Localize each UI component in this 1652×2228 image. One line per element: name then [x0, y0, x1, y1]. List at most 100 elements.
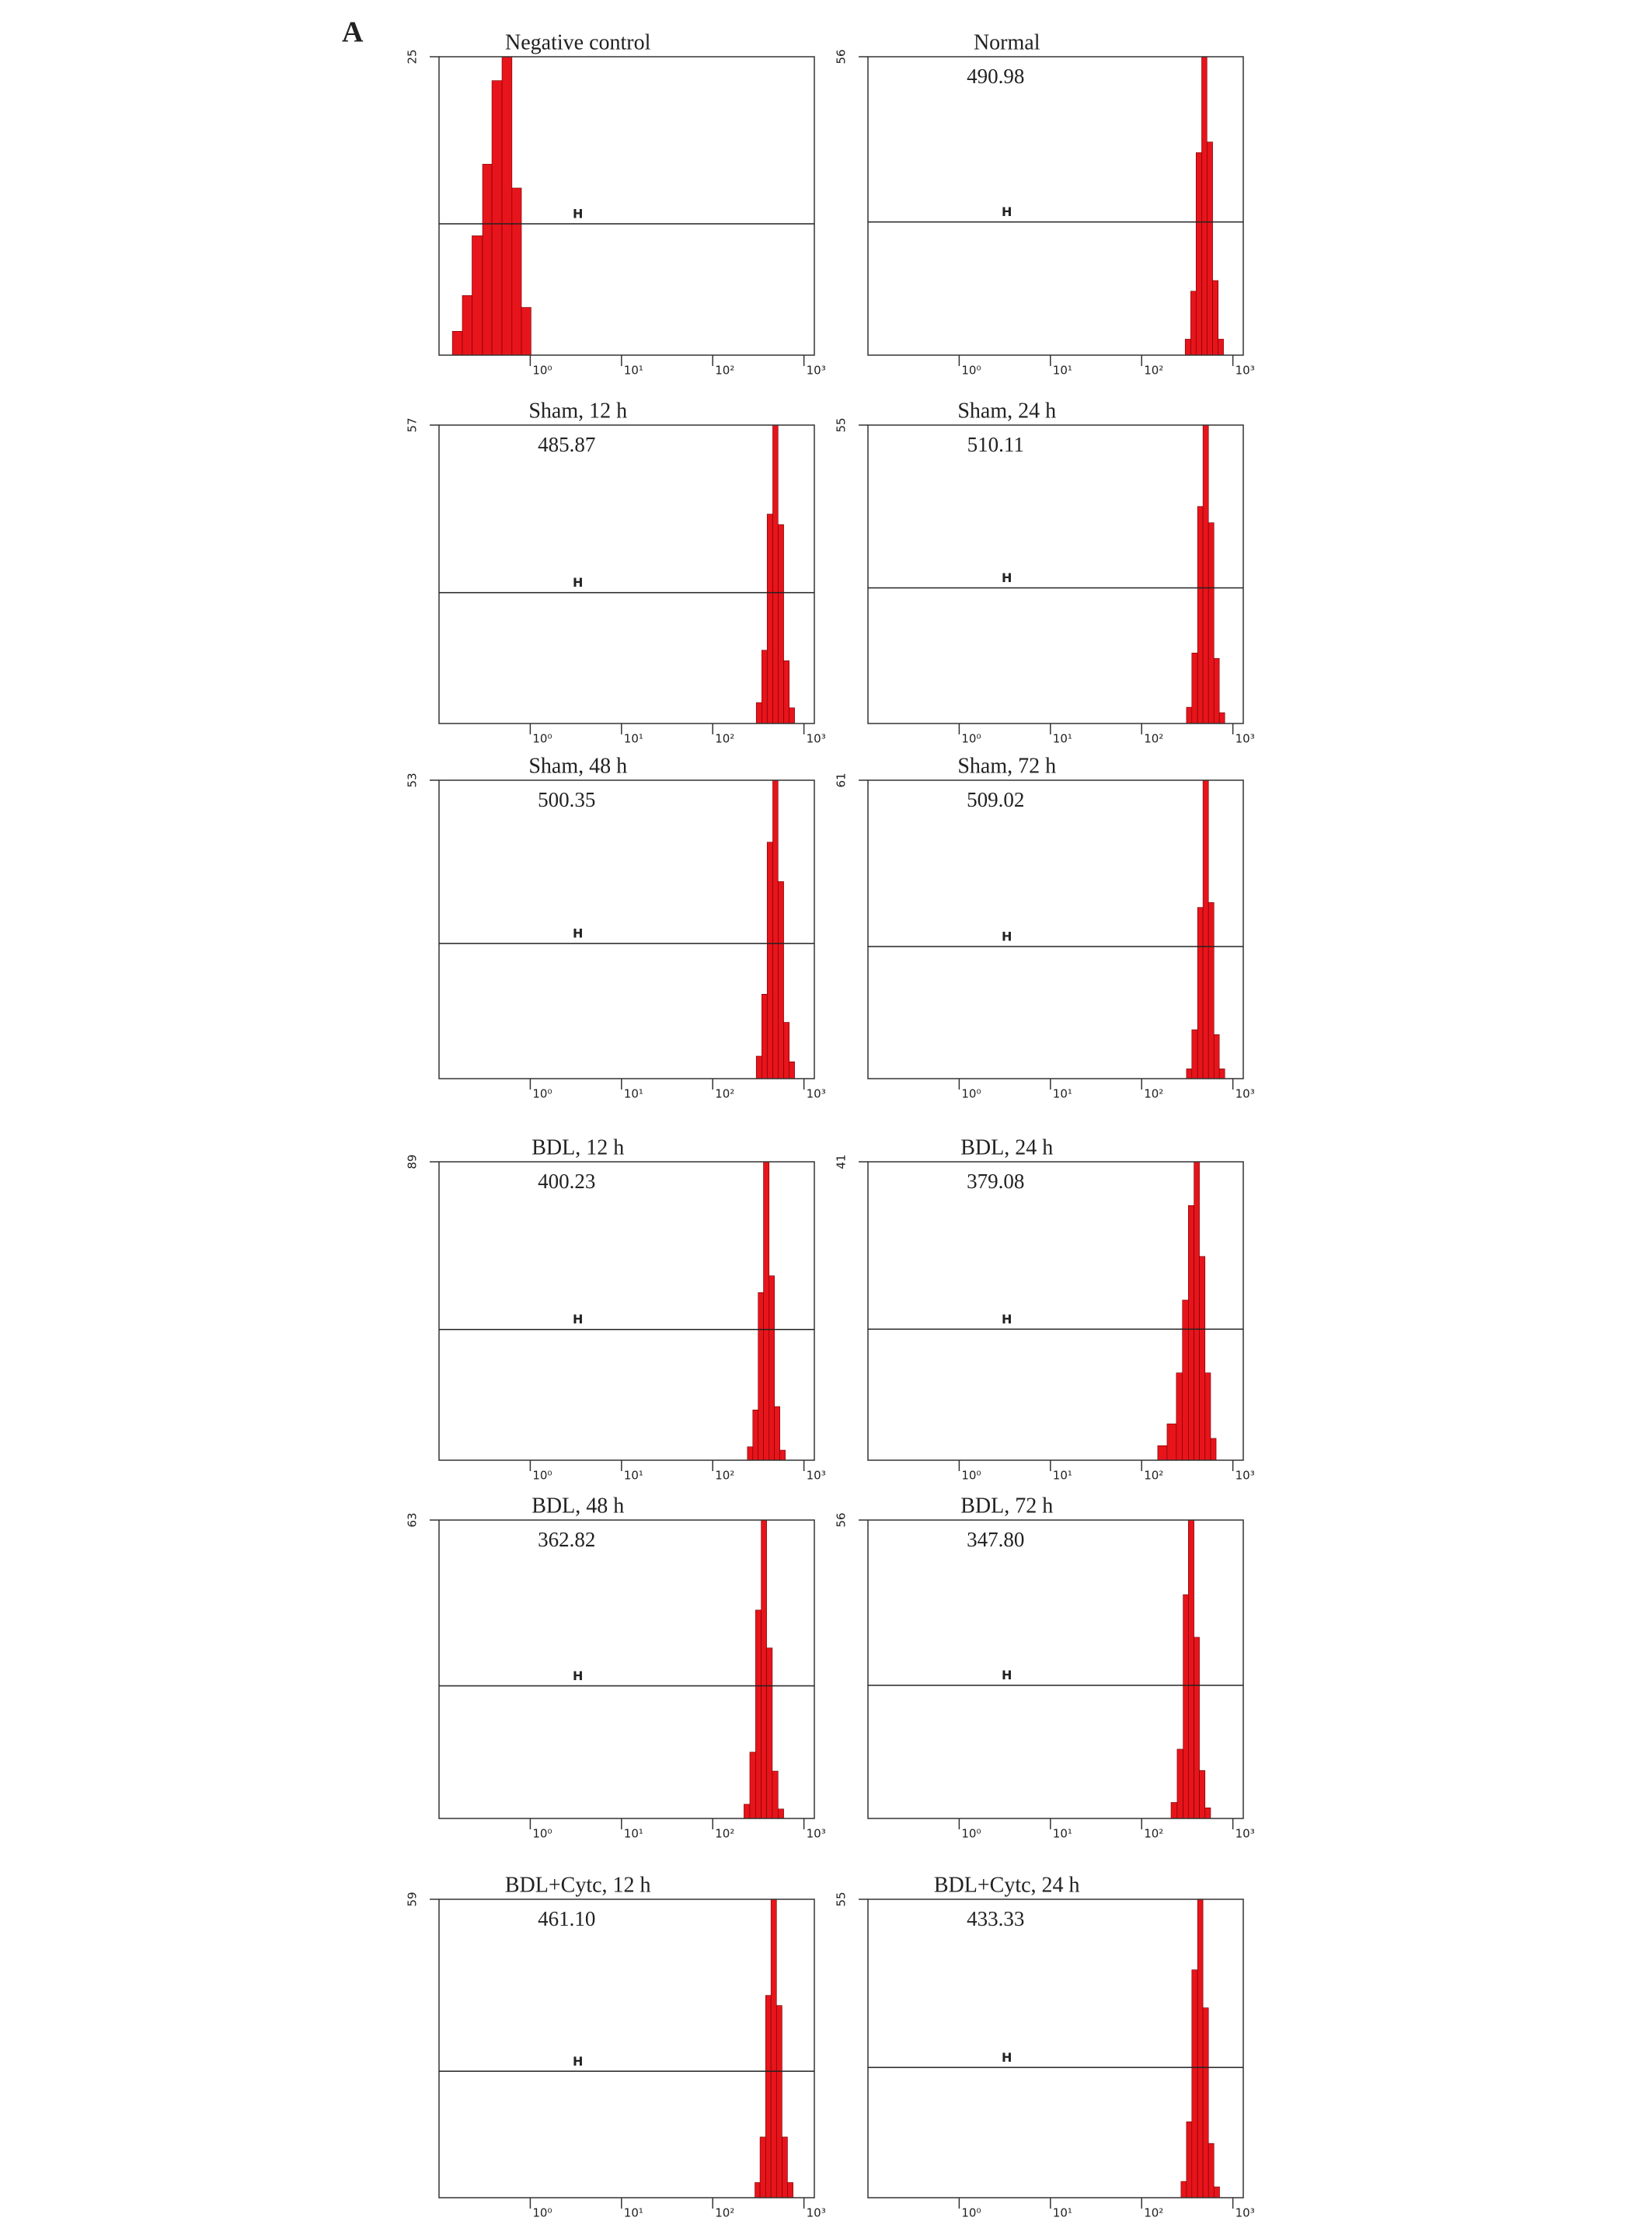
histogram-bar — [1208, 2143, 1215, 2198]
histogram-bar — [1190, 291, 1197, 356]
x-tick-label: 10⁰ — [961, 364, 981, 378]
histogram-bar — [759, 2136, 766, 2198]
histogram-bar — [1206, 141, 1213, 356]
histogram-bar — [462, 295, 472, 356]
panel-title: Sham, 24 h — [957, 399, 1056, 423]
marker-label: H — [573, 1668, 583, 1683]
histogram-bar — [1186, 1069, 1193, 1079]
x-tick-label: 10⁰ — [961, 1827, 981, 1841]
x-tick-label: 10² — [1144, 1469, 1163, 1483]
panel-title: BDL, 12 h — [531, 1135, 624, 1159]
histogram-bar — [1218, 712, 1225, 724]
x-tick-label: 10¹ — [624, 1469, 643, 1483]
mean-label: 461.10 — [538, 1907, 595, 1930]
plot-frame — [438, 1899, 815, 2198]
histogram-bar — [768, 1275, 775, 1461]
histogram-bar — [1197, 907, 1204, 1079]
x-tick-label: 10⁰ — [532, 1827, 552, 1841]
x-tick-label: 10¹ — [1053, 1827, 1072, 1841]
x-tick-label: 10¹ — [624, 364, 643, 378]
histogram-bar — [1218, 339, 1224, 356]
histogram-bar — [1186, 706, 1193, 724]
x-tick-label: 10² — [715, 2206, 734, 2220]
histogram-bar — [521, 307, 531, 356]
x-tick-label: 10¹ — [1053, 732, 1072, 746]
histogram-bar — [766, 842, 773, 1079]
x-tick-label: 10³ — [807, 364, 826, 378]
x-tick-label: 10³ — [807, 732, 826, 746]
x-tick-label: 10¹ — [1053, 364, 1072, 378]
mean-label: 433.33 — [967, 1907, 1024, 1930]
plot-frame — [438, 1519, 815, 1819]
histogram-bar — [783, 1022, 790, 1079]
histogram-bar — [1194, 1637, 1200, 1819]
marker-label: H — [1002, 570, 1012, 585]
x-tick-label: 10¹ — [624, 1827, 643, 1841]
histogram-bar — [1184, 339, 1191, 356]
histogram-bar — [752, 1409, 759, 1461]
y-tick-label: 55 — [835, 417, 849, 432]
x-tick-label: 10³ — [807, 1087, 826, 1101]
y-tick-label: 55 — [835, 1892, 849, 1906]
histogram-bar — [1197, 506, 1204, 724]
histogram-bar — [755, 1609, 762, 1819]
x-tick-label: 10² — [715, 1469, 734, 1483]
mean-label: 362.82 — [538, 1528, 595, 1551]
plot-frame — [867, 424, 1244, 724]
histogram-bar — [766, 514, 773, 724]
histogram-bar — [777, 524, 784, 724]
histogram-bar — [1218, 1069, 1225, 1079]
x-tick-label: 10³ — [807, 1469, 826, 1483]
histogram-bar — [762, 650, 768, 724]
panel-title: BDL+Cytc, 12 h — [505, 1873, 651, 1897]
marker-label: H — [1002, 2050, 1012, 2065]
histogram-bar — [789, 1061, 795, 1079]
marker-label: H — [573, 575, 583, 590]
plot-frame — [438, 56, 815, 356]
histogram-bar — [482, 163, 493, 356]
plot-frame — [867, 779, 1244, 1079]
x-tick-label: 10¹ — [1053, 1087, 1072, 1101]
mean-label: 347.80 — [967, 1528, 1024, 1551]
y-tick-label: 59 — [406, 1892, 420, 1906]
histogram-bar — [1191, 1969, 1198, 2198]
histogram-bar — [749, 1752, 756, 1819]
y-tick-label: 53 — [406, 772, 420, 787]
histogram-bar — [1204, 1807, 1211, 1819]
plot-frame — [867, 56, 1244, 356]
histogram-bar — [774, 1406, 780, 1461]
histogram-bar — [1182, 1299, 1189, 1461]
x-tick-label: 10⁰ — [961, 2206, 981, 2220]
x-tick-label: 10² — [715, 1087, 734, 1101]
histogram-bar — [1201, 56, 1208, 356]
histogram-bar — [1202, 2007, 1209, 2198]
x-tick-label: 10² — [1144, 1087, 1163, 1101]
histogram-bar — [1183, 1594, 1189, 1819]
histogram-bar — [451, 330, 463, 356]
histogram-bar — [472, 235, 483, 356]
histogram-bar — [501, 56, 513, 356]
histogram-bar — [1186, 2121, 1193, 2198]
x-tick-label: 10² — [1144, 1827, 1163, 1841]
x-tick-label: 10³ — [1236, 364, 1255, 378]
histogram-bar — [766, 1647, 773, 1819]
y-tick-label: 57 — [406, 417, 420, 432]
x-tick-label: 10⁰ — [532, 1087, 552, 1101]
y-tick-label: 56 — [835, 1512, 849, 1527]
plot-frame — [867, 1161, 1244, 1461]
plot-frame — [438, 1161, 815, 1461]
panel-title: Sham, 12 h — [528, 399, 627, 423]
histogram-bar — [491, 80, 503, 356]
histogram-bar — [1195, 152, 1202, 356]
x-tick-label: 10¹ — [624, 2206, 643, 2220]
histogram-bar — [1213, 657, 1220, 724]
histogram-bar — [1166, 1423, 1177, 1461]
mean-label: 500.35 — [538, 788, 595, 811]
x-tick-label: 10⁰ — [532, 2206, 552, 2220]
x-tick-label: 10¹ — [624, 732, 643, 746]
x-tick-label: 10² — [1144, 732, 1163, 746]
y-tick-label: 56 — [835, 49, 849, 64]
histogram-bar — [770, 1899, 777, 2198]
